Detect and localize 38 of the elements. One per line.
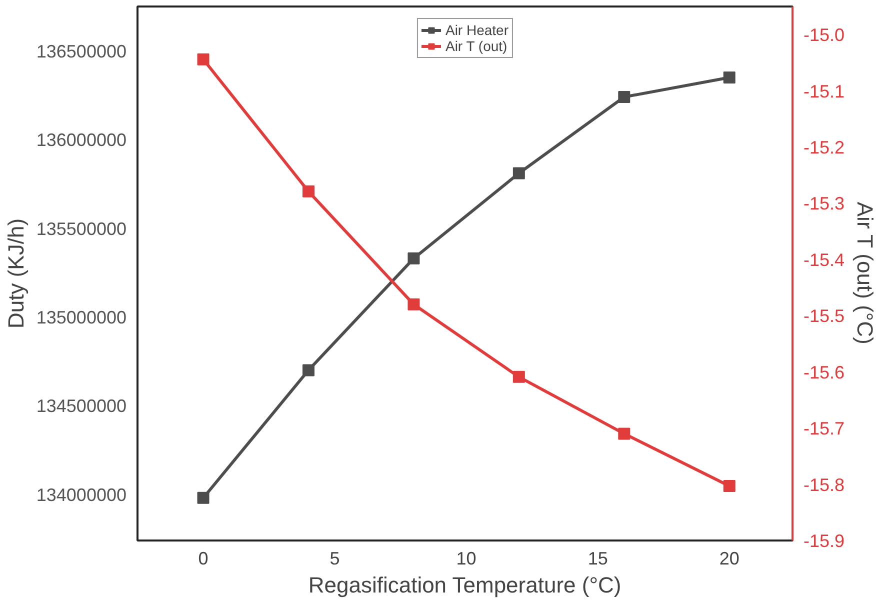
y2-axis-title: Air T (out) (°C): [852, 202, 878, 344]
y-tick-label: 136500000: [36, 41, 127, 62]
y2-tick-label: -15.4: [804, 250, 845, 270]
x-tick-label: 0: [198, 548, 208, 568]
point: [408, 252, 420, 264]
y2-tick-label: -15.1: [804, 81, 845, 102]
y2-tick-label: -15.3: [804, 194, 845, 214]
y-tick-label: 135500000: [36, 218, 127, 239]
y2-tick-label: -15.2: [804, 138, 845, 158]
point: [408, 298, 420, 310]
point: [512, 370, 525, 383]
y2-tick-label: -15.6: [804, 362, 845, 382]
point: [723, 480, 736, 492]
y-tick-label: 136000000: [36, 130, 127, 150]
y2-tick-label: -15.7: [804, 418, 845, 439]
x-tick-label: 15: [588, 548, 608, 568]
y2-tick-label: -15.5: [804, 306, 845, 326]
point: [723, 71, 736, 84]
y2-tick-label: -15.9: [804, 531, 845, 551]
y-tick-label: 135000000: [36, 307, 127, 328]
legend-label: Air Heater: [445, 22, 509, 38]
point: [302, 185, 314, 198]
legend-label: Air T (out): [445, 38, 508, 54]
point: [512, 167, 525, 180]
y-tick-label: 134500000: [36, 396, 127, 416]
y-tick-label: 134000000: [36, 484, 127, 505]
y2-tick-label: -15.8: [804, 474, 845, 495]
y-axis-title: Duty (KJ/h): [3, 218, 28, 329]
point: [302, 364, 314, 376]
x-axis-title: Regasification Temperature (°C): [308, 572, 622, 598]
point: [618, 90, 630, 103]
y2-tick-label: -15.0: [804, 25, 845, 46]
x-tick-label: 5: [330, 548, 340, 568]
point: [618, 428, 630, 440]
point: [197, 53, 210, 66]
point: [197, 492, 210, 504]
x-tick-label: 10: [456, 548, 476, 568]
x-tick-label: 20: [719, 548, 740, 568]
